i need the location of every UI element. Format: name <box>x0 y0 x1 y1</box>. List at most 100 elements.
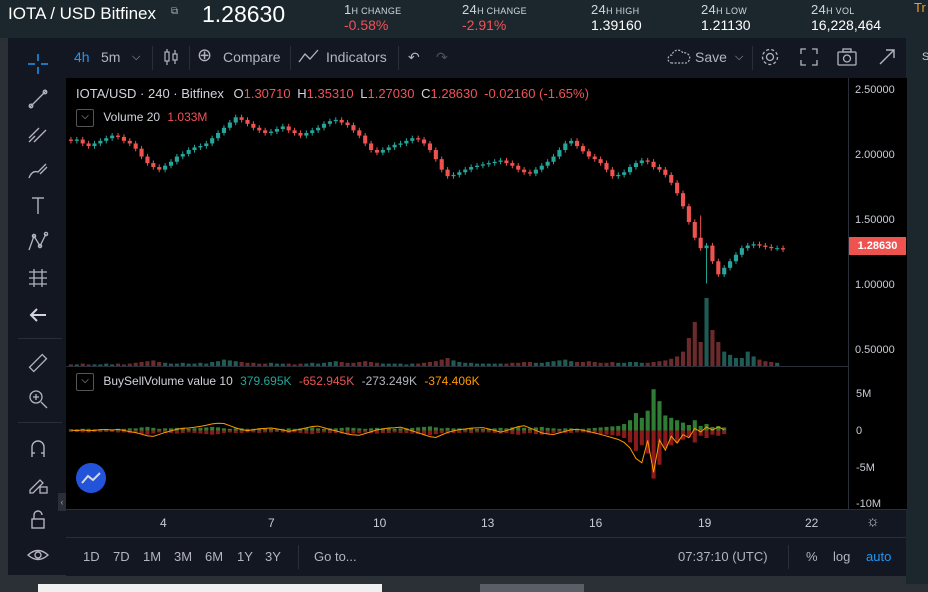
buy-volume-bar <box>680 422 686 431</box>
toolbar-collapse-chevron-icon[interactable]: ‹ <box>58 493 66 511</box>
range-7d-button[interactable]: 7D <box>113 549 130 564</box>
crosshair-icon[interactable] <box>24 50 52 78</box>
buy-volume-bar <box>363 428 368 431</box>
range-1m-button[interactable]: 1M <box>143 549 162 564</box>
sell-volume-bar <box>474 430 480 433</box>
candle-body <box>728 261 733 268</box>
candle-body <box>186 150 191 154</box>
zoom-in-icon[interactable] <box>24 385 52 413</box>
brush-icon[interactable] <box>24 156 52 184</box>
percent-toggle[interactable]: % <box>806 549 818 564</box>
indicators-icon[interactable] <box>298 47 320 70</box>
interval-5m-button[interactable]: 5m <box>101 49 121 65</box>
buy-volume-bar <box>192 428 197 431</box>
candle-body <box>527 172 533 174</box>
candle-body <box>133 143 138 149</box>
buy-volume-bar <box>663 415 668 431</box>
sell-volume-bar <box>327 430 332 434</box>
eye-icon[interactable] <box>24 541 52 569</box>
text-tool-icon[interactable] <box>24 192 52 220</box>
external-link-icon[interactable]: ⧉ <box>171 6 179 17</box>
buy-volume-bar <box>598 427 603 431</box>
interval-4h-button[interactable]: 4h <box>74 49 90 65</box>
prediction-tool-icon[interactable] <box>24 264 52 292</box>
redo-icon[interactable]: ↷ <box>436 49 448 65</box>
candle-body <box>510 163 515 166</box>
buy-volume-bar <box>692 420 697 431</box>
buysellvolume-pane[interactable] <box>66 366 848 510</box>
trades-tab[interactable]: Tr <box>914 0 926 15</box>
compare-button[interactable]: Compare <box>223 49 281 65</box>
collapse-chevron-icon[interactable]: ⌵ <box>76 373 94 391</box>
tradingview-logo-icon[interactable] <box>76 463 106 493</box>
candle-body <box>180 153 185 157</box>
candle-body <box>492 161 497 164</box>
buy-volume-bar <box>633 413 638 431</box>
candle-body <box>110 135 115 139</box>
chevron-down-icon[interactable]: ⌵ <box>132 51 141 63</box>
range-3m-button[interactable]: 3M <box>174 549 193 564</box>
buy-volume-bar <box>439 428 444 431</box>
lock-icon[interactable] <box>24 506 52 534</box>
volume-bar <box>239 362 244 366</box>
collapse-chevron-icon[interactable]: ⌵ <box>76 109 94 127</box>
candle-body <box>139 148 144 157</box>
buy-volume-bar <box>333 428 338 431</box>
range-3y-button[interactable]: 3Y <box>265 549 281 564</box>
camera-icon[interactable] <box>836 46 858 71</box>
taskbar-window[interactable] <box>38 584 382 592</box>
candle-body <box>763 245 768 247</box>
popout-arrow-icon[interactable] <box>876 46 898 71</box>
range-1y-button[interactable]: 1Y <box>237 549 253 564</box>
price-chart-pane[interactable] <box>66 78 848 366</box>
sell-volume-bar <box>516 430 521 435</box>
back-arrow-icon[interactable] <box>24 301 52 329</box>
cloud-icon[interactable] <box>666 46 692 71</box>
lock-pencil-icon[interactable] <box>24 470 52 498</box>
auto-toggle[interactable]: auto <box>866 549 892 564</box>
sell-volume-bar <box>304 430 309 434</box>
candle-body <box>474 165 480 168</box>
compare-plus-icon[interactable]: ⊕ <box>197 45 213 65</box>
time-axis[interactable] <box>66 509 906 538</box>
volume-bar <box>204 363 209 366</box>
candle-body <box>675 182 680 194</box>
sell-volume-bar <box>639 430 644 446</box>
magnet-icon[interactable] <box>24 435 52 463</box>
ruler-icon[interactable] <box>24 349 52 377</box>
indicator-label[interactable]: BuySellVolume value 10 <box>103 374 233 389</box>
price-axis[interactable] <box>848 78 907 509</box>
save-chevron-down-icon[interactable]: ⌵ <box>735 51 744 63</box>
save-button[interactable]: Save <box>695 49 727 65</box>
range-1d-button[interactable]: 1D <box>83 549 100 564</box>
range-6m-button[interactable]: 6M <box>205 549 224 564</box>
sell-volume-bar <box>451 430 456 434</box>
pair-title[interactable]: IOTA / USD Bitfinex <box>8 4 157 23</box>
volume-bar <box>451 360 456 366</box>
fullscreen-icon[interactable] <box>798 46 820 71</box>
gear-icon[interactable] <box>759 46 781 71</box>
candles-icon[interactable] <box>162 47 180 70</box>
market-header: IOTA / USD Bitfinex ⧉ 1.28630 1H CHANGE … <box>0 0 928 38</box>
buy-volume-bar <box>345 427 350 431</box>
undo-icon[interactable]: ↶ <box>408 49 420 65</box>
buy-volume-bar <box>233 428 238 431</box>
candle-body <box>680 193 686 207</box>
indicators-button[interactable]: Indicators <box>326 49 387 65</box>
goto-button[interactable]: Go to... <box>314 549 357 564</box>
pattern-tool-icon[interactable] <box>24 228 52 256</box>
symbol-label[interactable]: IOTA/USD · 240 · Bitfinex <box>76 86 224 101</box>
candle-body <box>251 123 256 128</box>
trend-line-icon[interactable] <box>24 85 52 113</box>
utc-clock[interactable]: 07:37:10 (UTC) <box>678 549 768 564</box>
sell-volume-bar <box>722 430 727 435</box>
volume-label[interactable]: Volume 20 <box>103 110 161 125</box>
time-tick-label: 19 <box>698 516 712 530</box>
axis-settings-gear-icon[interactable]: ☼ <box>866 513 880 530</box>
fib-tool-icon[interactable] <box>24 120 52 148</box>
sell-volume-bar <box>80 430 85 433</box>
buy-volume-bar <box>151 427 156 431</box>
candle-body <box>622 172 627 175</box>
log-toggle[interactable]: log <box>833 549 851 564</box>
taskbar-window[interactable] <box>480 584 584 592</box>
